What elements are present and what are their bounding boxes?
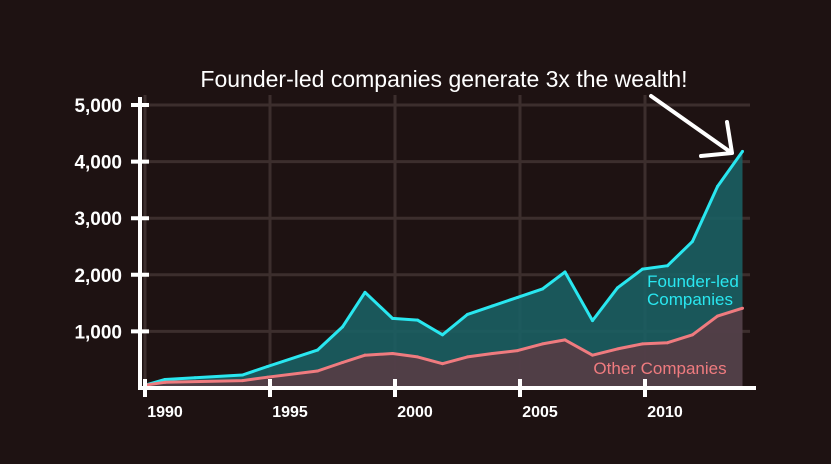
point-other bbox=[266, 375, 269, 379]
point-founder bbox=[416, 318, 419, 322]
point-other bbox=[616, 347, 619, 351]
point-other bbox=[391, 351, 394, 355]
point-founder bbox=[741, 149, 744, 153]
point-other bbox=[416, 355, 419, 359]
y-tick-label: 3,000 bbox=[74, 209, 122, 230]
point-other bbox=[341, 361, 344, 365]
series-label-founder-line2: Companies bbox=[647, 290, 733, 309]
point-founder bbox=[391, 316, 394, 320]
point-other bbox=[716, 314, 719, 318]
point-founder bbox=[716, 185, 719, 189]
point-founder bbox=[466, 312, 469, 316]
point-other bbox=[241, 379, 244, 383]
point-founder bbox=[316, 348, 319, 352]
point-founder bbox=[541, 287, 544, 291]
point-founder bbox=[341, 325, 344, 329]
area-other bbox=[145, 308, 743, 388]
point-founder bbox=[666, 264, 669, 268]
point-other bbox=[516, 349, 519, 353]
x-tick-label: 2005 bbox=[522, 404, 558, 421]
point-other bbox=[591, 353, 594, 357]
y-tick-label: 4,000 bbox=[74, 153, 122, 174]
point-other bbox=[441, 362, 444, 366]
point-founder bbox=[616, 286, 619, 290]
x-tick-label: 1990 bbox=[147, 404, 183, 421]
point-other bbox=[641, 342, 644, 346]
point-founder bbox=[591, 319, 594, 323]
point-other bbox=[741, 306, 744, 310]
x-tick-label: 2000 bbox=[397, 404, 433, 421]
point-other bbox=[491, 351, 494, 355]
series-label-founder-line1: Founder-led bbox=[647, 272, 739, 291]
point-founder bbox=[441, 333, 444, 337]
series-label-other: Other Companies bbox=[593, 359, 726, 378]
area-fills bbox=[145, 151, 743, 388]
annotation-text: Founder-led companies generate 3x the we… bbox=[200, 66, 687, 92]
tick-labels: 1,000 2,000 3,000 4,000 5,000 1990 1995 2000 200… bbox=[74, 96, 682, 421]
x-tick-label: 1995 bbox=[272, 404, 308, 421]
point-other bbox=[563, 338, 567, 342]
y-tick-label: 2,000 bbox=[74, 266, 122, 287]
point-founder bbox=[266, 364, 269, 368]
point-founder bbox=[363, 290, 367, 294]
point-founder bbox=[516, 295, 519, 299]
point-founder bbox=[193, 376, 197, 380]
y-tick-label: 5,000 bbox=[74, 96, 122, 117]
point-other bbox=[691, 333, 694, 337]
area-founder bbox=[145, 151, 743, 388]
point-other bbox=[316, 369, 319, 373]
y-tick-label: 1,000 bbox=[74, 322, 122, 343]
point-other bbox=[541, 342, 544, 346]
point-founder bbox=[163, 378, 167, 382]
point-founder bbox=[491, 304, 494, 308]
point-founder bbox=[241, 373, 244, 377]
point-founder bbox=[563, 270, 567, 274]
point-founder bbox=[641, 267, 644, 271]
annotations: Founder-led companies generate 3x the we… bbox=[200, 66, 738, 378]
point-other bbox=[666, 341, 669, 345]
point-other bbox=[163, 380, 167, 384]
point-founder bbox=[691, 239, 694, 243]
line-other bbox=[144, 306, 743, 387]
x-tick-label: 2010 bbox=[647, 404, 683, 421]
point-other bbox=[363, 353, 367, 357]
axes bbox=[131, 97, 756, 397]
annotation-arrow-icon bbox=[649, 94, 734, 158]
point-other bbox=[466, 355, 469, 359]
